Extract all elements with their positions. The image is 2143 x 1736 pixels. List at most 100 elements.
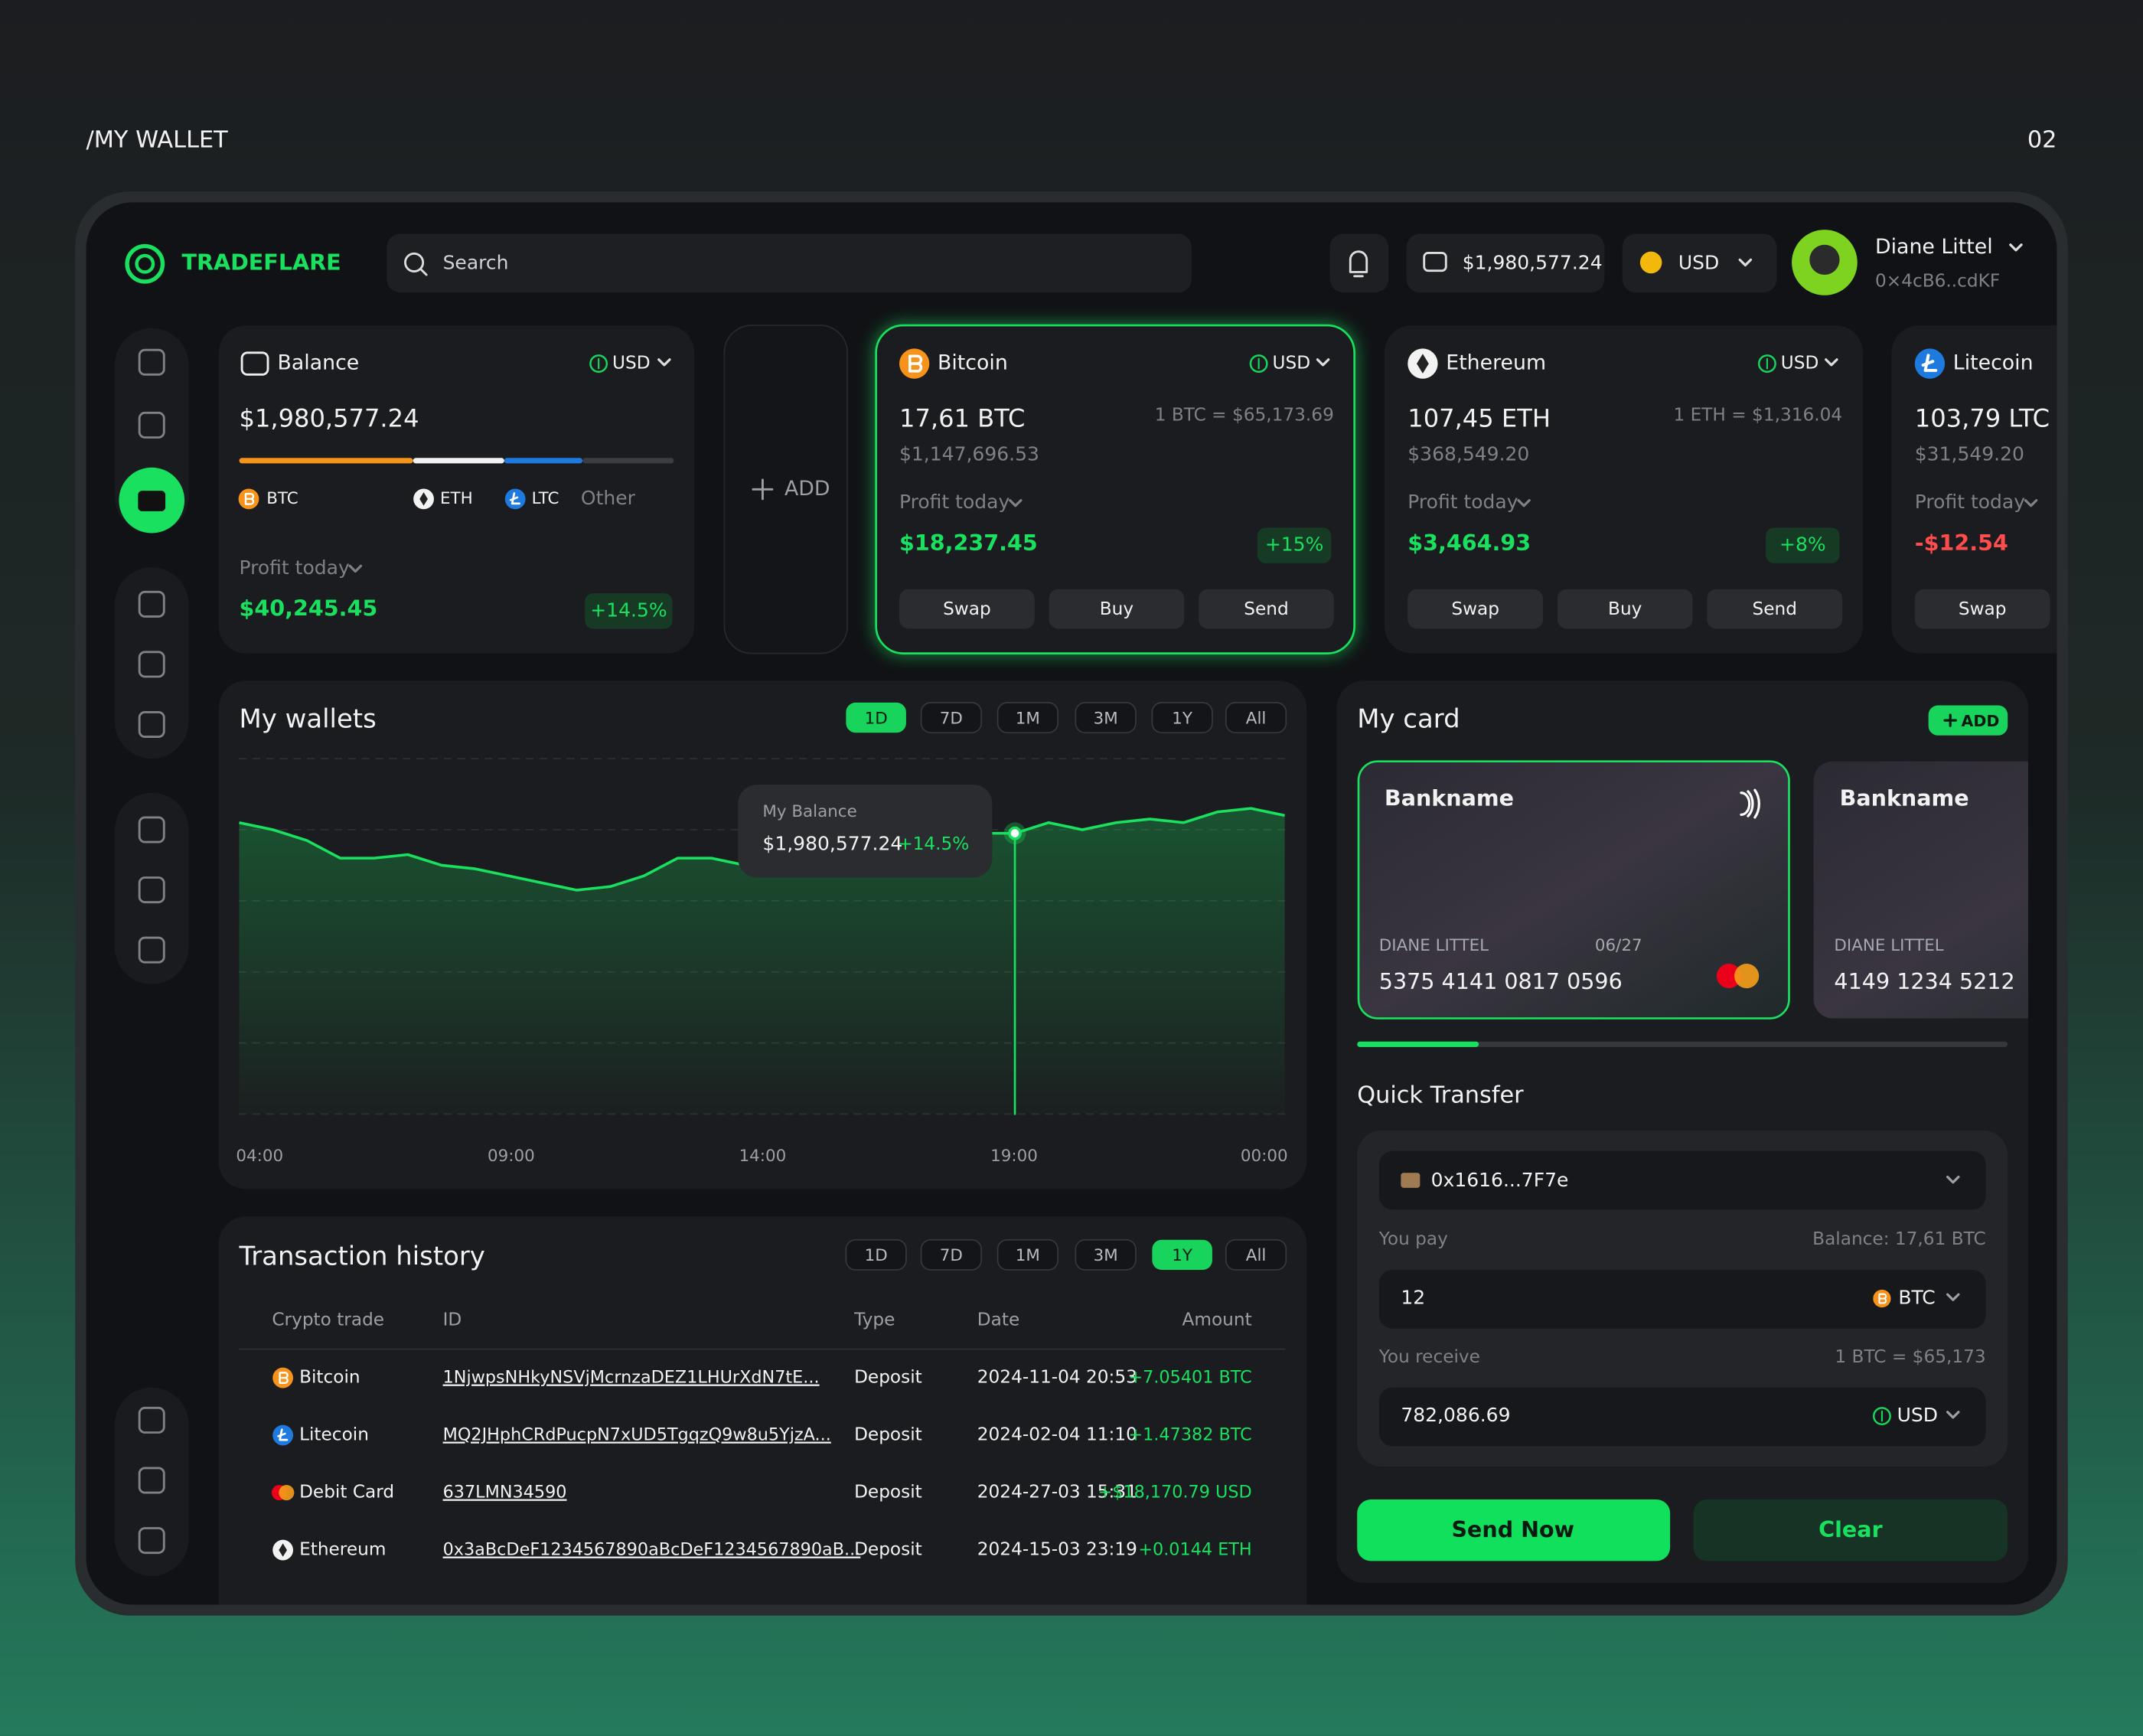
action-button[interactable]: [1707, 589, 1843, 629]
transaction-id: MQ2JHphCRdPucpN7xUD5TgqzQ9w8u5YjzA...: [443, 1425, 831, 1445]
coin-usd-value: $1,147,696.53: [899, 443, 1039, 465]
range-button[interactable]: [996, 1238, 1059, 1271]
nav-icon[interactable]: [138, 651, 165, 678]
trade-name: Debit Card: [299, 1482, 394, 1503]
field-hint: 1 BTC = $65,173: [1835, 1346, 1985, 1367]
range-button[interactable]: [846, 702, 906, 733]
add-icon: [752, 478, 774, 501]
allocation-segment: [239, 458, 413, 464]
nav-icon[interactable]: [138, 1406, 165, 1434]
action-button[interactable]: [1049, 589, 1185, 629]
range-label: 3M: [1094, 709, 1118, 728]
x-tick-label: 04:00: [236, 1147, 283, 1166]
range-label: 7D: [940, 709, 963, 728]
wallet-icon: [1423, 251, 1447, 272]
asset-card: [218, 325, 695, 654]
transaction-date: 2024-15-03 23:19: [977, 1539, 1137, 1560]
range-button[interactable]: [920, 1238, 983, 1271]
profit-label: Profit today: [1407, 491, 1518, 513]
balance-pill[interactable]: [1406, 233, 1605, 293]
nav-icon[interactable]: [138, 816, 165, 844]
panel-title: Quick Transfer: [1357, 1082, 1524, 1109]
action-button[interactable]: [1199, 589, 1334, 629]
caret: [1316, 358, 1330, 367]
add-card-button[interactable]: [1928, 705, 2008, 736]
action-button[interactable]: [1914, 589, 2050, 629]
action-button[interactable]: [899, 589, 1035, 629]
x-tick-label: 00:00: [1241, 1147, 1288, 1166]
add-card[interactable]: [723, 325, 849, 654]
action-button[interactable]: [1557, 589, 1693, 629]
litecoin-glyph: [1921, 354, 1938, 372]
send-label: Send Now: [1451, 1516, 1574, 1542]
contactless-icon: [1747, 790, 1754, 817]
clear-button[interactable]: [1693, 1499, 2008, 1561]
coin-usd-value: $31,549.20: [1915, 443, 2024, 465]
profit-label: Profit today: [240, 556, 350, 579]
notifications-button[interactable]: [1329, 233, 1389, 293]
dollar-icon: [1757, 354, 1776, 374]
sidebar-group: [115, 1387, 189, 1576]
caret: [1946, 1411, 1960, 1419]
column-header: ID: [443, 1310, 462, 1330]
coin-amount: 103,79 LTC: [1915, 403, 2050, 432]
pay-input[interactable]: [1378, 1270, 1986, 1329]
action-label: Swap: [943, 599, 991, 619]
range-button[interactable]: [1075, 702, 1137, 734]
range-button[interactable]: [996, 702, 1059, 734]
transaction-amount: +7.05401 BTC: [1128, 1368, 1251, 1388]
action-label: Send: [1753, 599, 1797, 619]
caret: [1517, 499, 1531, 507]
caret: [1946, 1293, 1960, 1301]
legend-entry: ETH: [440, 489, 473, 508]
range-button[interactable]: [1225, 1238, 1287, 1271]
nav-icon[interactable]: [138, 711, 165, 738]
card-expiry: 06/27: [1595, 936, 1642, 955]
header-balance: $1,980,577.24: [1463, 252, 1603, 274]
search-placeholder: Search: [443, 252, 509, 274]
nav-icon[interactable]: [138, 348, 165, 376]
nav-icon[interactable]: [138, 590, 165, 618]
nav-icon[interactable]: [138, 411, 165, 439]
section-title: /MY WALLET: [86, 127, 229, 154]
range-button[interactable]: [1075, 1238, 1137, 1271]
range-button[interactable]: [1152, 1239, 1212, 1270]
field-label: You pay: [1378, 1229, 1448, 1249]
card-icon-orange: [279, 1485, 295, 1501]
action-button[interactable]: [1407, 589, 1544, 629]
range-label: 7D: [940, 1246, 963, 1265]
bank-card[interactable]: [1357, 760, 1790, 1020]
range-button[interactable]: [845, 1238, 907, 1271]
caret: [1738, 258, 1753, 267]
nav-icon[interactable]: [138, 876, 165, 904]
column-header: Crypto trade: [272, 1310, 384, 1330]
transfer-address: 0x1616...7F7e: [1431, 1169, 1569, 1191]
ethereum-glyph: [1417, 354, 1429, 374]
transaction-amount: +$18,170.79 USD: [1098, 1483, 1251, 1503]
range-button[interactable]: [1225, 702, 1287, 734]
nav-icon[interactable]: [138, 1467, 165, 1494]
profit-label: Profit today: [1915, 491, 2025, 513]
currency-select[interactable]: [1622, 233, 1777, 293]
address-select[interactable]: [1378, 1150, 1986, 1210]
change-badge: [585, 593, 673, 629]
search-box[interactable]: [387, 233, 1192, 293]
bitcoin-glyph: [908, 354, 923, 373]
transaction-type: Deposit: [854, 1367, 922, 1388]
panel-title: My card: [1357, 704, 1460, 734]
card-holder: DIANE LITTEL: [1379, 936, 1489, 955]
x-tick-label: 19:00: [990, 1147, 1038, 1166]
send-button[interactable]: [1357, 1499, 1671, 1561]
column-header: Type: [853, 1310, 895, 1330]
nav-icon[interactable]: [138, 1527, 165, 1555]
card-scroll-thumb: [1357, 1041, 1479, 1047]
page-number: 02: [2027, 127, 2057, 154]
change-value: +15%: [1265, 534, 1324, 556]
change-badge: [1257, 527, 1332, 563]
nav-icon[interactable]: [138, 936, 165, 964]
range-button[interactable]: [920, 702, 983, 734]
bank-card[interactable]: [1813, 761, 2143, 1019]
range-button[interactable]: [1151, 702, 1213, 734]
litecoin-glyph: [509, 492, 520, 505]
receive-input[interactable]: [1378, 1387, 1986, 1447]
